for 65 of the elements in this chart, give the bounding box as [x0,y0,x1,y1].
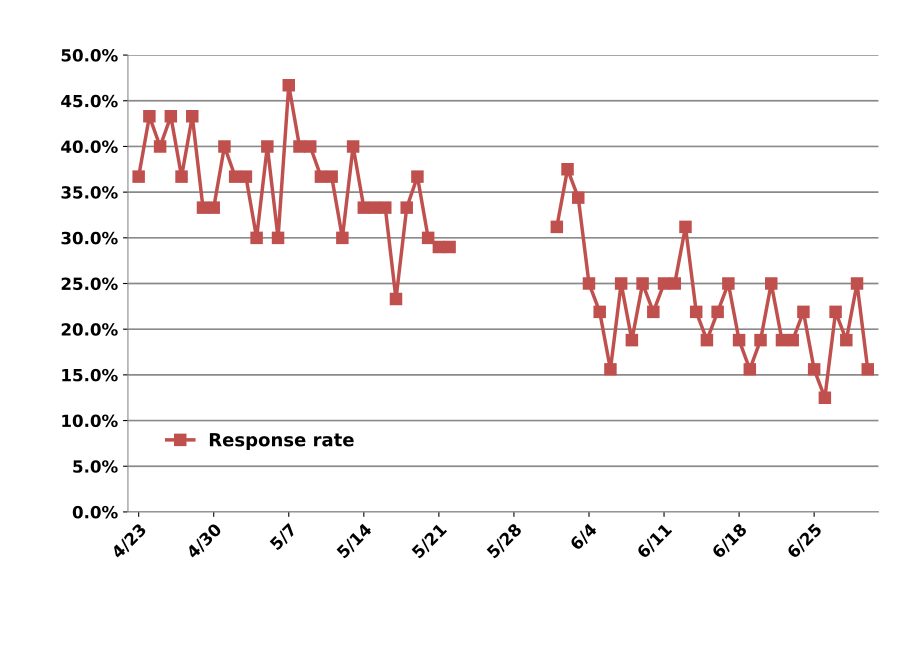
point [593,306,606,318]
point [829,306,842,318]
point [250,232,263,244]
point [346,140,360,153]
point [700,334,714,346]
point [711,306,724,318]
point [797,306,810,318]
legend-label: Response rate [210,433,354,450]
point [379,201,392,214]
point [744,363,756,376]
point [336,232,349,244]
point [647,306,660,318]
point [175,170,188,183]
y-tick-label: 30.0% [62,232,118,244]
point [261,140,274,153]
y-tick-label: 35.0% [62,186,118,199]
point [400,201,413,214]
y-tick-label: 45.0% [61,94,118,108]
point [614,277,628,290]
point [325,170,338,183]
x-tick-label: 5/7 [269,522,298,552]
point [390,292,402,306]
y-tick-label: 40.0% [61,140,118,154]
point [786,334,799,346]
point [668,277,682,290]
point [862,363,874,376]
point [818,391,832,404]
point [808,363,820,376]
point [850,277,864,290]
y-tick-label: 50.0% [62,49,118,62]
point [164,110,178,123]
point [561,163,574,176]
point [722,277,735,290]
point [154,140,166,153]
point [636,277,649,290]
y-tick-label: 25.0% [62,277,118,290]
point [411,170,424,183]
point [186,110,199,123]
y-tick-label: 20.0% [62,323,118,336]
point [240,170,252,183]
y-tick-label: 0.0% [72,506,118,518]
point [732,334,746,346]
point [422,232,434,244]
point [582,277,596,290]
point [604,363,617,376]
point [443,240,456,254]
point [572,191,585,204]
point [754,334,767,346]
point [550,220,564,234]
point [143,110,156,123]
point [765,277,778,290]
point [679,220,692,234]
point [690,306,702,318]
x-tick-label: 6/4 [569,522,598,552]
y-tick-label: 15.0% [62,368,118,382]
y-tick-label: 10.0% [62,414,118,428]
y-tick-label: 5.0% [73,460,118,473]
point [626,334,638,346]
point [840,334,853,346]
point [272,232,284,244]
point [218,140,231,153]
point [132,170,145,183]
point [304,140,316,153]
point [207,201,220,214]
point [282,78,296,92]
